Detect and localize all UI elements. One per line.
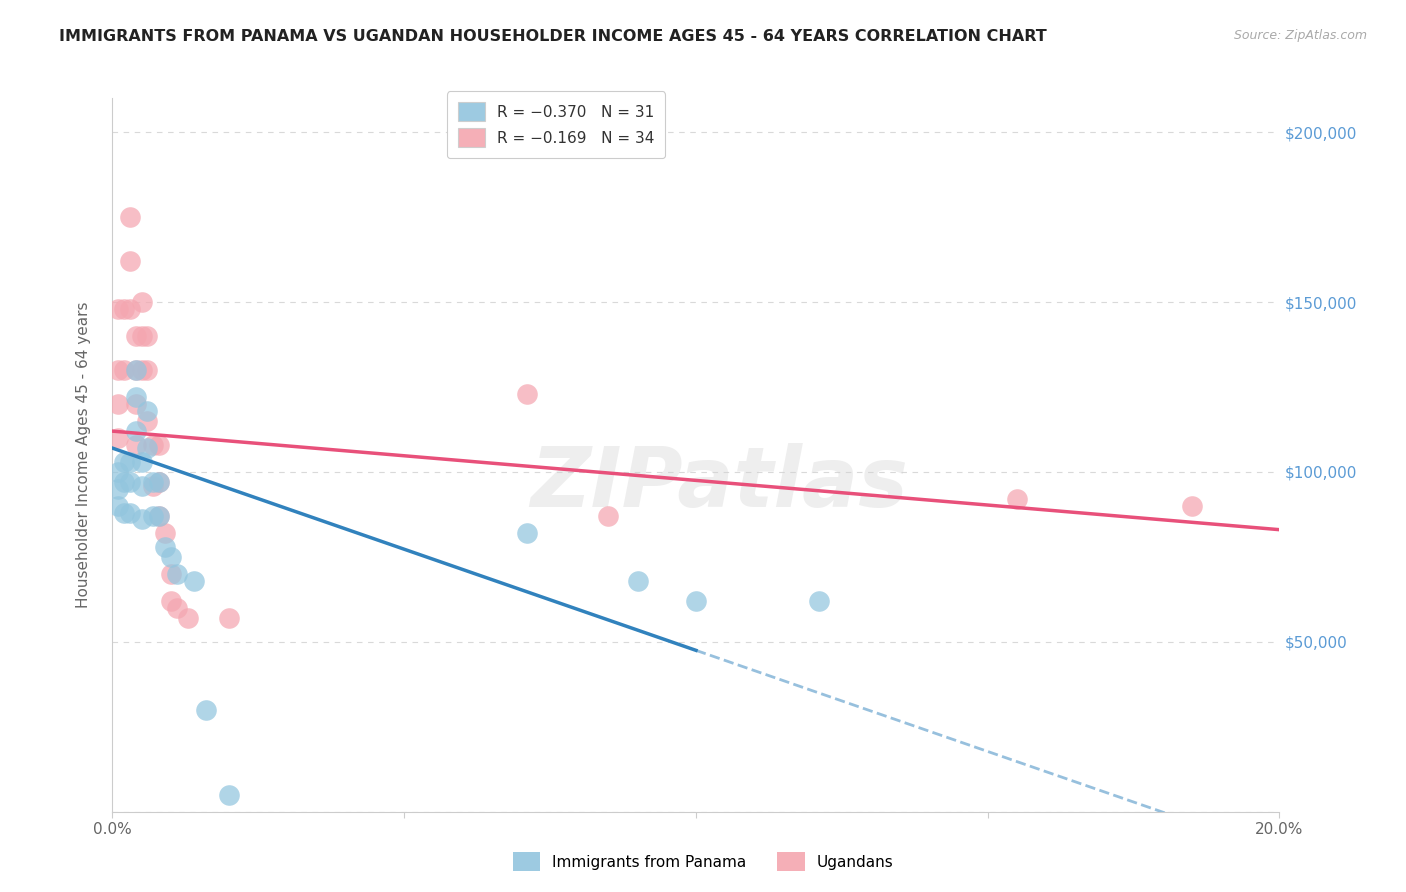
Point — [194, 703, 217, 717]
Point — [131, 512, 153, 526]
Point — [112, 506, 135, 520]
Point — [118, 455, 141, 469]
Point — [153, 540, 176, 554]
Point — [516, 526, 538, 541]
Point — [112, 363, 135, 377]
Point — [125, 397, 148, 411]
Point — [125, 438, 148, 452]
Point — [160, 566, 183, 581]
Point — [107, 482, 129, 496]
Point — [125, 329, 148, 343]
Point — [148, 509, 170, 524]
Point — [218, 611, 240, 625]
Point — [516, 386, 538, 401]
Point — [125, 363, 148, 377]
Point — [136, 329, 159, 343]
Point — [125, 390, 148, 404]
Point — [107, 431, 129, 445]
Text: IMMIGRANTS FROM PANAMA VS UGANDAN HOUSEHOLDER INCOME AGES 45 - 64 YEARS CORRELAT: IMMIGRANTS FROM PANAMA VS UGANDAN HOUSEH… — [59, 29, 1047, 44]
Point — [218, 788, 240, 802]
Y-axis label: Householder Income Ages 45 - 64 years: Householder Income Ages 45 - 64 years — [76, 301, 91, 608]
Point — [598, 509, 620, 524]
Point — [142, 475, 165, 489]
Point — [131, 363, 153, 377]
Point — [1005, 492, 1028, 507]
Point — [142, 509, 165, 524]
Point — [131, 455, 153, 469]
Legend: R = −0.370   N = 31, R = −0.169   N = 34: R = −0.370 N = 31, R = −0.169 N = 34 — [447, 92, 665, 158]
Point — [627, 574, 650, 588]
Point — [166, 600, 188, 615]
Text: Source: ZipAtlas.com: Source: ZipAtlas.com — [1233, 29, 1367, 42]
Point — [183, 574, 205, 588]
Point — [118, 301, 141, 316]
Point — [807, 594, 830, 608]
Point — [107, 465, 129, 479]
Point — [107, 499, 129, 513]
Point — [136, 363, 159, 377]
Point — [166, 566, 188, 581]
Point — [118, 475, 141, 489]
Point — [685, 594, 707, 608]
Point — [107, 301, 129, 316]
Point — [142, 478, 165, 492]
Point — [153, 526, 176, 541]
Point — [148, 438, 170, 452]
Text: ZIPatlas: ZIPatlas — [530, 443, 908, 524]
Point — [107, 397, 129, 411]
Point — [125, 424, 148, 438]
Point — [125, 363, 148, 377]
Point — [112, 475, 135, 489]
Point — [112, 455, 135, 469]
Point — [148, 509, 170, 524]
Point — [1181, 499, 1204, 513]
Point — [131, 329, 153, 343]
Point — [160, 549, 183, 564]
Point — [118, 506, 141, 520]
Point — [107, 363, 129, 377]
Point — [148, 475, 170, 489]
Point — [136, 441, 159, 455]
Point — [177, 611, 200, 625]
Point — [160, 594, 183, 608]
Point — [118, 210, 141, 224]
Point — [142, 438, 165, 452]
Point — [112, 301, 135, 316]
Point — [131, 295, 153, 310]
Point — [136, 403, 159, 417]
Point — [131, 478, 153, 492]
Legend: Immigrants from Panama, Ugandans: Immigrants from Panama, Ugandans — [506, 847, 900, 877]
Point — [118, 254, 141, 268]
Point — [148, 475, 170, 489]
Point — [136, 414, 159, 428]
